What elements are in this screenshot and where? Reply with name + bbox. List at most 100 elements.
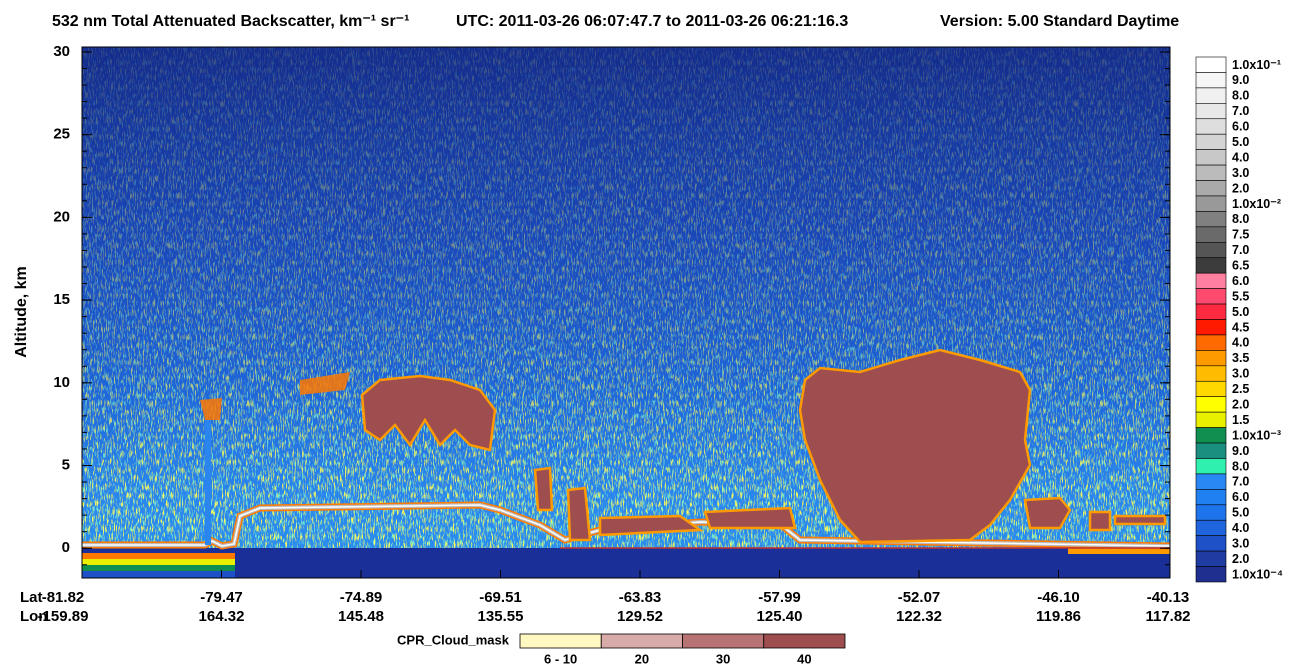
y-tick-label: 30 (53, 43, 70, 60)
version-label: Version: 5.00 Standard Daytime (940, 13, 1179, 30)
colorbar-label: 6.0 (1232, 120, 1249, 134)
colorbar-segment (1195, 380, 1227, 398)
cpr-legend-box (763, 633, 846, 649)
cloud (798, 348, 1032, 544)
lon-tick-label: 129.52 (617, 608, 663, 625)
lon-tick-label: 135.55 (478, 608, 524, 625)
y-axis-label: Altitude, km (13, 266, 30, 358)
colorbar-label: 9.0 (1232, 444, 1249, 458)
colorbar-segment (1195, 458, 1227, 475)
colorbar-segment (1195, 226, 1227, 243)
cloud (1113, 514, 1167, 526)
colorbar-segment (1195, 427, 1227, 444)
colorbar-segment (1195, 164, 1227, 181)
cloud (533, 466, 554, 512)
colorbar-segment (1195, 411, 1227, 428)
colorbar-segment (1195, 211, 1227, 228)
colorbar-label: 9.0 (1232, 73, 1249, 87)
colorbar-label: 8.0 (1232, 89, 1249, 103)
lon-tick-label: 164.32 (199, 608, 245, 625)
colorbar-label: 3.0 (1232, 367, 1249, 381)
cloud (360, 374, 497, 452)
lat-tick-label: -69.51 (479, 589, 522, 606)
colorbar-label: 8.0 (1232, 212, 1249, 226)
lat-tick-label: -79.47 (200, 589, 243, 606)
y-tick-label: 0 (62, 539, 70, 556)
colorbar-segment (1195, 519, 1227, 536)
ground (82, 548, 1170, 578)
clouds (360, 348, 1167, 544)
colorbar-label: 5.5 (1232, 289, 1249, 303)
lat-tick-label: -46.10 (1037, 589, 1080, 606)
colorbar-label: 4.5 (1232, 320, 1249, 334)
lat-label: Lat (20, 589, 43, 606)
colorbar-label: 7.0 (1232, 475, 1249, 489)
colorbar-label: 1.0x10⁻³ (1232, 428, 1281, 442)
colorbar-label: 4.0 (1232, 521, 1249, 535)
ground-band (82, 559, 235, 565)
colorbar-segment (1195, 334, 1227, 351)
y-tick-label: 5 (62, 456, 70, 473)
colorbar-label: 1.5 (1232, 413, 1249, 427)
colorbar-label: 6.0 (1232, 490, 1249, 504)
ground-band (1068, 548, 1170, 554)
colorbar-label: 4.0 (1232, 150, 1249, 164)
cloud (703, 506, 797, 530)
cpr-legend-label: 40 (797, 651, 811, 666)
lon-tick-label: 122.32 (896, 608, 942, 625)
curtain-image (82, 47, 1170, 578)
colorbar-label: 6.5 (1232, 259, 1249, 273)
plot-frame (81, 46, 1171, 579)
colorbar-label: 7.5 (1232, 228, 1249, 242)
lat-tick-label: -81.82 (42, 589, 85, 606)
colorbar-label: 6.0 (1232, 274, 1249, 288)
colorbar-label: 3.0 (1232, 166, 1249, 180)
cloud (566, 486, 592, 542)
colorbar-segment (1195, 288, 1227, 305)
cpr-legend-title: CPR_Cloud_mask (397, 632, 510, 647)
colorbar-segment (1195, 396, 1227, 413)
lon-label: Lon (20, 608, 48, 625)
lat-tick-label: -52.07 (898, 589, 941, 606)
colorbar-label: 3.5 (1232, 351, 1249, 365)
colorbar-segment (1195, 535, 1227, 552)
lon-tick-label: -159.89 (38, 608, 89, 625)
lat-tick-label: -40.13 (1147, 589, 1190, 606)
colorbar-label: 5.0 (1232, 305, 1249, 319)
colorbar-label: 5.0 (1232, 135, 1249, 149)
ground-band (82, 571, 235, 578)
colorbar-segment (1195, 489, 1227, 506)
colorbar-label: 1.0x10⁻¹ (1232, 58, 1281, 72)
colorbar-label: 1.0x10⁻² (1232, 197, 1281, 211)
colorbar-label: 3.0 (1232, 536, 1249, 550)
colorbar-segment (1195, 149, 1227, 166)
colorbar-label: 2.0 (1232, 181, 1249, 195)
colorbar-segment (1195, 473, 1227, 490)
colorbar-label: 8.0 (1232, 459, 1249, 473)
y-tick-label: 25 (53, 126, 70, 143)
colorbar-segment (1195, 550, 1227, 567)
ground-band (82, 553, 235, 559)
cpr-legend-label: 6 - 10 (544, 651, 577, 666)
chart-title: 532 nm Total Attenuated Backscatter, km⁻… (52, 13, 409, 30)
colorbar-segment (1195, 303, 1227, 320)
colorbar-segment (1195, 180, 1227, 197)
colorbar-segment (1195, 350, 1227, 367)
colorbar-label: 4.0 (1232, 336, 1249, 350)
colorbar-segment (1195, 118, 1227, 135)
lon-tick-label: 119.86 (1036, 608, 1081, 625)
colorbar-segment (1195, 133, 1227, 150)
ground-band (82, 565, 235, 571)
colorbar-segment (1195, 566, 1227, 583)
colorbar-segment (1195, 241, 1227, 259)
colorbar-segment (1195, 319, 1227, 336)
cloud (1023, 496, 1072, 530)
colorbar-segment (1195, 87, 1227, 104)
cpr-legend-label: 30 (716, 651, 730, 666)
cloud (1088, 510, 1112, 532)
lat-tick-label: -57.99 (758, 589, 801, 606)
cpr-legend-box (682, 633, 765, 649)
colorbar-label: 2.5 (1232, 382, 1249, 396)
colorbar-segment (1195, 504, 1227, 521)
